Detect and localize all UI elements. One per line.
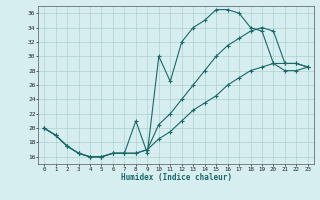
X-axis label: Humidex (Indice chaleur): Humidex (Indice chaleur) (121, 173, 231, 182)
